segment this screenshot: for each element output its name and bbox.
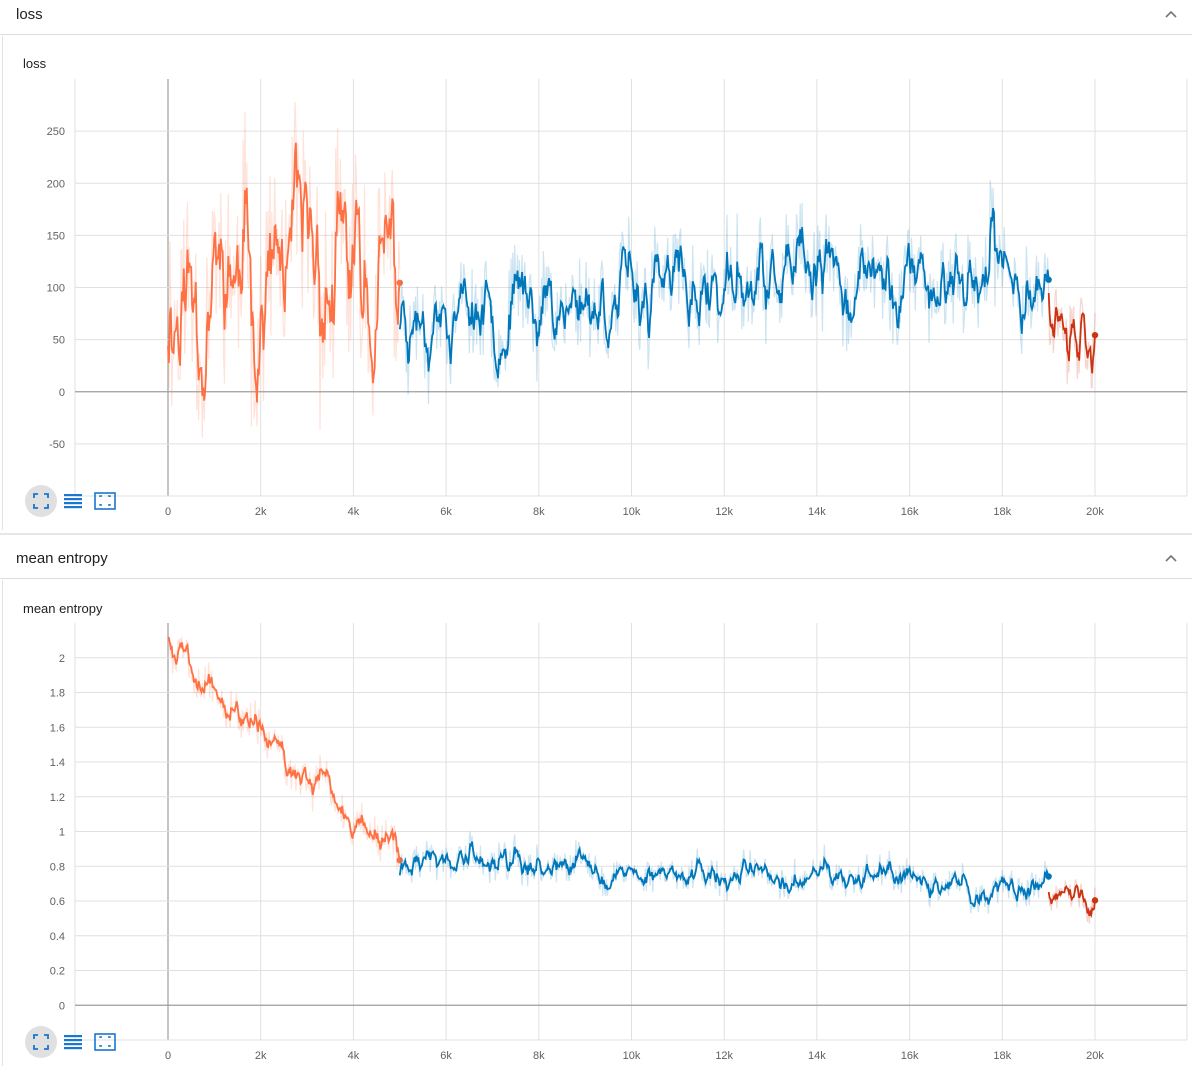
fit-domain-button[interactable]	[25, 1026, 57, 1058]
toggle-log-scale-icon	[64, 494, 82, 509]
series-end-point[interactable]	[1045, 873, 1052, 880]
x-tick-label: 2k	[255, 506, 267, 516]
x-tick-label: 14k	[808, 506, 826, 516]
series-end-point[interactable]	[1091, 897, 1099, 904]
y-tick-label: 100	[47, 283, 65, 295]
series-raw-line	[1048, 288, 1096, 389]
plot-area	[167, 636, 1099, 924]
y-tick-label: 2	[59, 653, 65, 665]
loss-chart-card: loss 0 2k 4k 6k 8k 10k 12k 14k 16k 18k 20k -50 0 50 10…	[2, 36, 1192, 530]
chart-title: mean entropy	[23, 601, 103, 616]
y-tick-label: 0	[59, 387, 65, 399]
mean-entropy-section-header[interactable]: mean entropy	[0, 544, 1192, 579]
toggle-log-scale-button[interactable]	[57, 1026, 89, 1058]
x-tick-label: 18k	[993, 1050, 1011, 1060]
x-tick-label: 0	[165, 1050, 171, 1060]
y-tick-label: 1.8	[50, 688, 65, 700]
y-tick-label: 0.8	[50, 861, 65, 873]
x-tick-label: 2k	[255, 1050, 267, 1060]
fit-domain-button[interactable]	[25, 485, 57, 517]
y-tick-label: 150	[47, 230, 65, 242]
y-tick-label: 1.4	[50, 757, 65, 769]
toggle-log-scale-button[interactable]	[57, 485, 89, 517]
fit-data-icon	[94, 492, 116, 510]
series-end-point[interactable]	[1045, 276, 1052, 283]
x-tick-label: 20k	[1086, 506, 1104, 516]
y-tick-label: 1.2	[50, 792, 65, 804]
grid-lines	[74, 79, 1188, 497]
x-tick-label: 8k	[533, 506, 545, 516]
y-tick-label: 200	[47, 178, 65, 190]
x-tick-label: 12k	[715, 506, 733, 516]
series-smoothed-line[interactable]	[398, 841, 1050, 908]
mean-entropy-chart-card: mean entropy 0 2k 4k 6k 8k 10k 12k 14k 16k 18k 20k…	[2, 580, 1192, 1066]
x-tick-label: 8k	[533, 1050, 545, 1060]
y-tick-label: 0	[59, 1000, 65, 1012]
series-raw-line	[167, 101, 401, 438]
toggle-log-scale-icon	[64, 1035, 82, 1050]
fit-data-button[interactable]	[89, 1026, 121, 1058]
series-end-point[interactable]	[396, 857, 403, 864]
grid-lines	[74, 623, 1188, 1041]
series-smoothed-line[interactable]	[167, 142, 401, 403]
y-tick-label: 0.6	[50, 896, 65, 908]
y-tick-label: 1	[59, 827, 65, 839]
x-tick-label: 10k	[623, 506, 641, 516]
x-tick-label: 18k	[993, 506, 1011, 516]
series-smoothed-line[interactable]	[1047, 883, 1096, 919]
series-smoothed-line[interactable]	[398, 207, 1050, 379]
series-smoothed-line[interactable]	[1047, 293, 1096, 374]
plot-area	[167, 101, 1099, 438]
y-tick-label: 250	[47, 126, 65, 138]
x-tick-label: 10k	[623, 1050, 641, 1060]
y-tick-label: 0.2	[50, 966, 65, 978]
x-tick-label: 12k	[715, 1050, 733, 1060]
section-title: loss	[16, 6, 43, 23]
fit-data-icon	[94, 1033, 116, 1051]
chart-title: loss	[23, 56, 47, 71]
series-smoothed-line[interactable]	[167, 636, 401, 861]
x-tick-label: 6k	[440, 1050, 452, 1060]
y-tick-label: 1.6	[50, 722, 65, 734]
x-tick-label: 4k	[348, 506, 360, 516]
mean-entropy-chart[interactable]: 0 2k 4k 6k 8k 10k 12k 14k 16k 18k 20k 0 0.2 0.4 0.6 0.8…	[3, 620, 1191, 1060]
x-tick-label: 4k	[348, 1050, 360, 1060]
loss-section-header[interactable]: loss	[0, 0, 1192, 35]
x-tick-label: 20k	[1086, 1050, 1104, 1060]
y-tick-label: -50	[49, 439, 65, 451]
loss-chart[interactable]: 0 2k 4k 6k 8k 10k 12k 14k 16k 18k 20k -50 0 50 100 150 2…	[3, 76, 1191, 516]
x-tick-label: 6k	[440, 506, 452, 516]
x-tick-label: 16k	[901, 1050, 919, 1060]
chevron-up-icon[interactable]	[1162, 550, 1180, 568]
x-tick-label: 0	[165, 506, 171, 516]
fit-domain-icon	[33, 1034, 49, 1050]
series-end-point[interactable]	[1091, 331, 1099, 339]
fit-domain-icon	[33, 493, 49, 509]
series-end-point[interactable]	[396, 279, 403, 286]
x-tick-label: 14k	[808, 1050, 826, 1060]
x-tick-label: 16k	[901, 506, 919, 516]
section-title: mean entropy	[16, 550, 108, 567]
y-tick-label: 0.4	[50, 931, 65, 943]
section-divider	[0, 533, 1192, 535]
chevron-up-icon[interactable]	[1162, 6, 1180, 24]
fit-data-button[interactable]	[89, 485, 121, 517]
y-tick-label: 50	[53, 335, 65, 347]
